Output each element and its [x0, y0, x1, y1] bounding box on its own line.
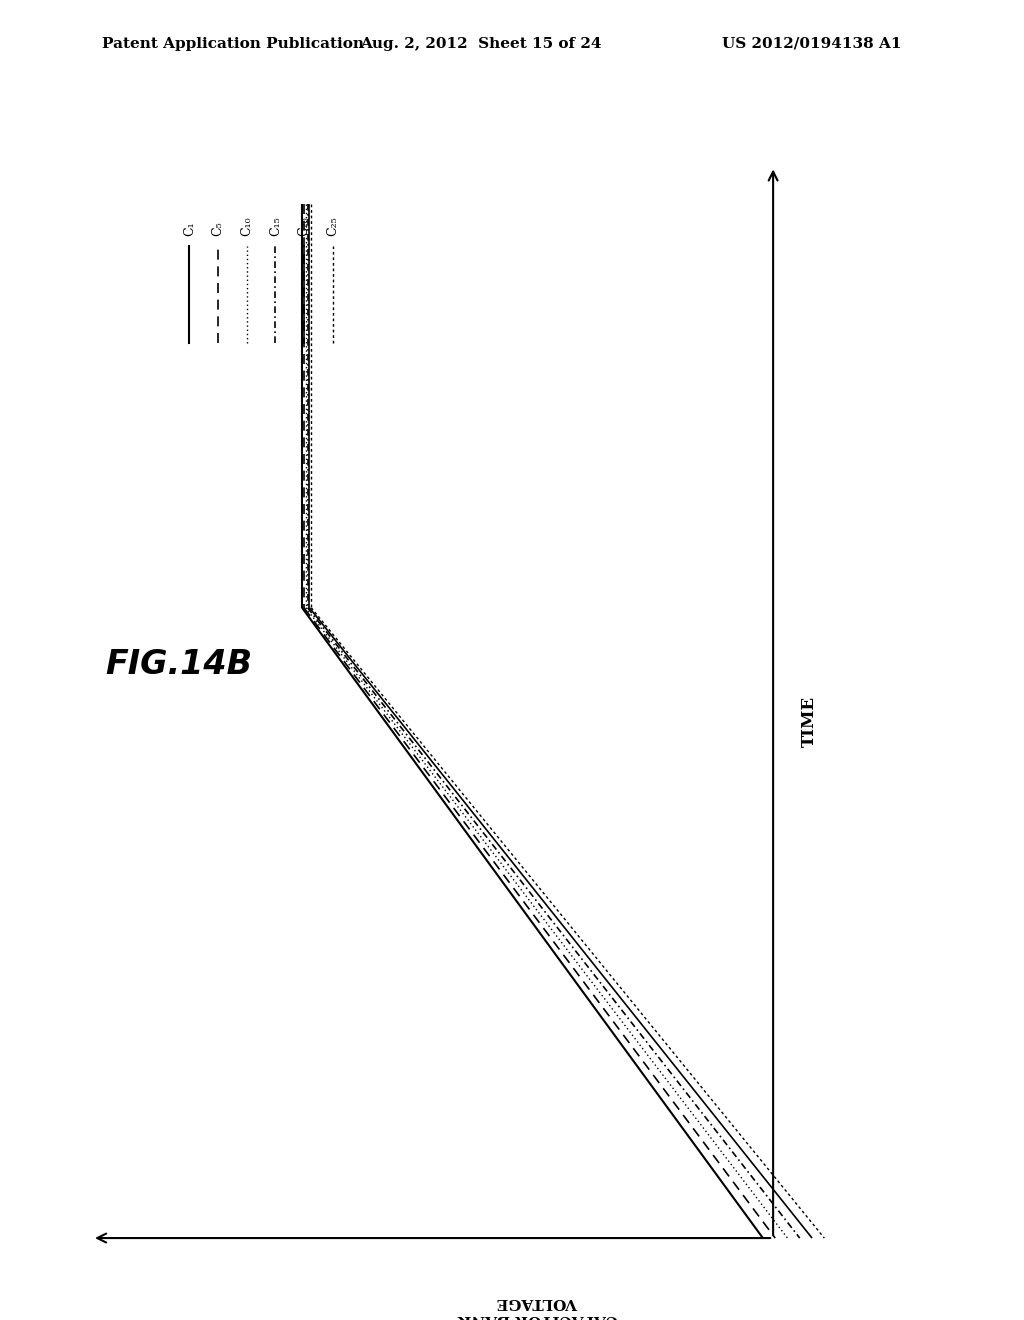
Text: TIME: TIME: [801, 696, 817, 747]
Text: Patent Application Publication: Patent Application Publication: [102, 37, 365, 51]
Text: C₁: C₁: [183, 222, 196, 236]
Text: C₁₀: C₁₀: [241, 216, 253, 236]
Text: C₁₅: C₁₅: [269, 216, 282, 236]
Text: C₅: C₅: [212, 222, 224, 236]
Text: C₂₅: C₂₅: [327, 216, 339, 236]
Text: Aug. 2, 2012  Sheet 15 of 24: Aug. 2, 2012 Sheet 15 of 24: [360, 37, 602, 51]
Text: FIG.14B: FIG.14B: [105, 648, 253, 681]
Text: US 2012/0194138 A1: US 2012/0194138 A1: [722, 37, 901, 51]
Text: CAPACITOR BANK
VOLTAGE: CAPACITOR BANK VOLTAGE: [458, 1295, 617, 1320]
Text: C₂₀: C₂₀: [298, 216, 310, 236]
